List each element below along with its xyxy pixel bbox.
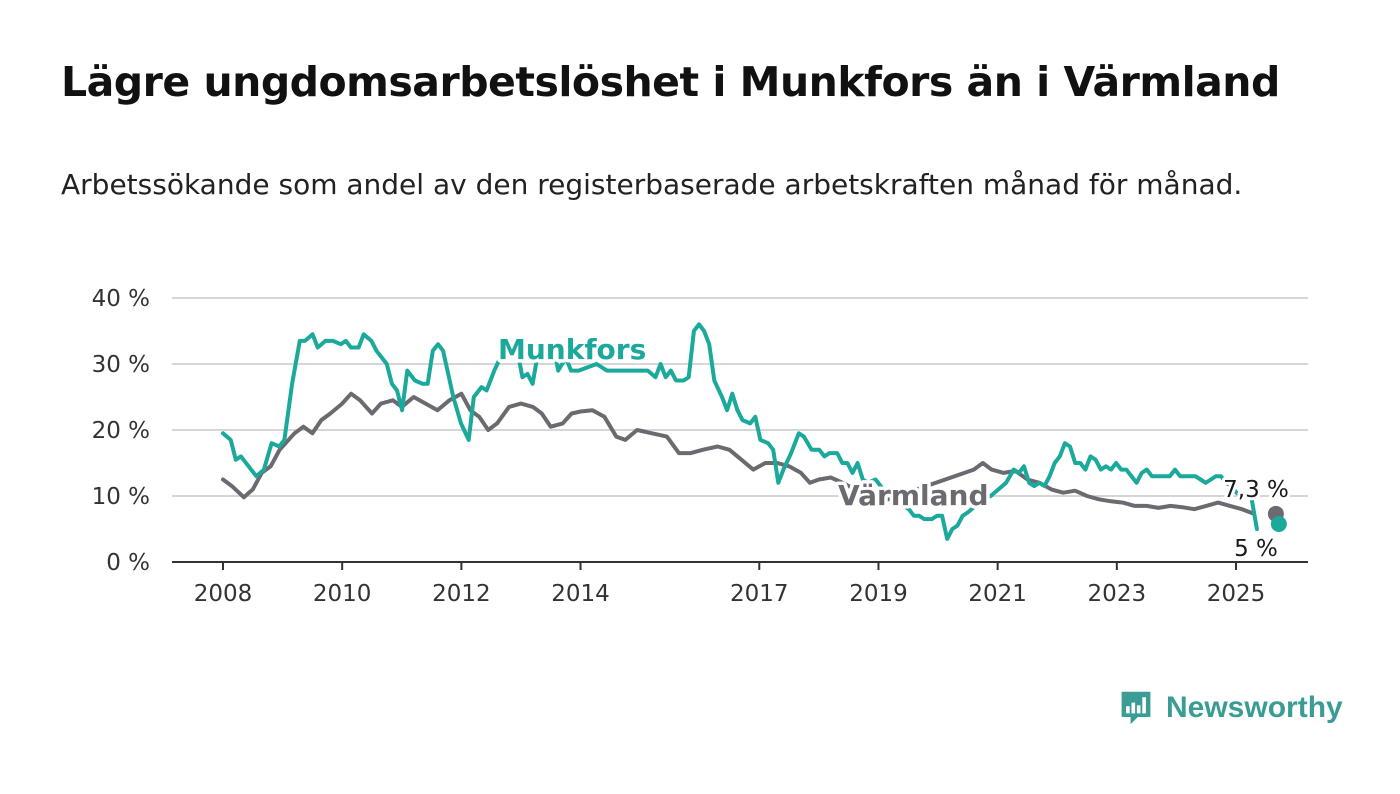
- data-label-munkfors: 5 %: [1234, 536, 1278, 562]
- series-label-varmland: Värmland: [838, 479, 989, 512]
- x-tick-label: 2019: [849, 581, 908, 607]
- x-tick-label: 2008: [194, 581, 253, 607]
- data-label-munkfors-halo: 5 %: [1234, 536, 1278, 562]
- series-line-munkfors: [221, 322, 1259, 541]
- y-tick-label: 0 %: [106, 550, 150, 576]
- x-tick-label: 2025: [1207, 581, 1266, 607]
- y-tick-label: 20 %: [92, 418, 150, 444]
- end-point-munkfors: [1270, 516, 1287, 532]
- series-label-varmland-halo: Värmland: [838, 479, 989, 512]
- page-subtitle: Arbetssökande som andel av den registerb…: [61, 168, 1243, 201]
- y-tick-label: 40 %: [92, 286, 150, 312]
- data-label-varmland: 7,3 %: [1223, 477, 1289, 503]
- data-label-varmland-halo: 7,3 %: [1223, 477, 1289, 503]
- series-label-munkfors-halo: Munkfors: [498, 333, 646, 366]
- brand-name: Newsworthy: [1166, 691, 1343, 724]
- x-tick-label: 2014: [551, 581, 610, 607]
- newsworthy-logo[interactable]: Newsworthy: [1118, 690, 1343, 726]
- x-tick-label: 2010: [313, 581, 372, 607]
- series-label-munkfors: Munkfors: [498, 333, 646, 366]
- x-tick-label: 2023: [1088, 581, 1147, 607]
- x-tick-label: 2021: [968, 581, 1027, 607]
- series-line-varmland: [221, 391, 1256, 516]
- y-tick-label: 30 %: [92, 352, 150, 378]
- page-title: Lägre ungdomsarbetslöshet i Munkfors än …: [61, 58, 1280, 106]
- newsworthy-logo-icon: [1121, 691, 1151, 725]
- x-tick-label: 2017: [730, 581, 789, 607]
- y-tick-label: 10 %: [92, 484, 150, 510]
- x-tick-label: 2012: [432, 581, 491, 607]
